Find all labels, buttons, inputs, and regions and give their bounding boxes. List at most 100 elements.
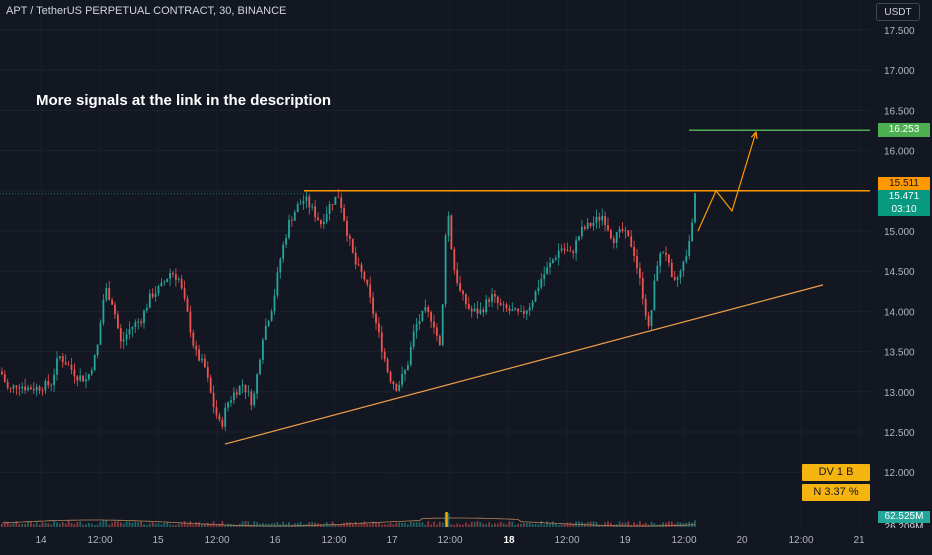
candle-body: [520, 310, 522, 312]
current-price-badge: 15.471: [878, 189, 930, 203]
candle-body: [117, 314, 119, 329]
volume-bar: [482, 523, 485, 527]
price-chart[interactable]: [0, 0, 870, 528]
volume-bar: [496, 523, 499, 527]
candle-body: [578, 236, 580, 241]
volume-bar: [122, 523, 125, 527]
candle-body: [157, 286, 160, 294]
volume-bar: [543, 524, 546, 527]
volume-bar: [59, 523, 61, 527]
volume-bar: [459, 524, 461, 527]
candle-body: [30, 387, 32, 390]
candle-body: [6, 382, 9, 388]
candle-body: [552, 259, 554, 263]
volume-bar: [592, 521, 595, 527]
volume-bar: [488, 522, 490, 527]
candle-body: [53, 374, 55, 385]
candle-body: [479, 309, 482, 314]
candle-body: [56, 358, 58, 375]
candle-body: [282, 244, 285, 260]
support-trendline[interactable]: [224, 284, 824, 445]
volume-bar: [166, 522, 169, 527]
volume-bar: [610, 522, 612, 527]
volume-bar: [627, 521, 630, 527]
volume-bar: [114, 521, 116, 527]
candle-body: [73, 369, 76, 377]
candle-body: [569, 250, 572, 252]
candle-body: [247, 391, 250, 393]
volume-bar: [27, 521, 29, 527]
volume-bar: [360, 523, 363, 527]
candle-body: [473, 308, 476, 312]
candle-body: [279, 259, 282, 273]
volume-bar: [186, 524, 189, 527]
volume-bar: [624, 522, 627, 527]
volume-spike: [445, 512, 448, 527]
volume-bar: [270, 523, 273, 527]
candle-body: [15, 385, 18, 388]
candle-body: [122, 339, 125, 342]
volume-bar: [534, 524, 537, 527]
time-axis[interactable]: 14 12:00 15 12:00 16 12:00 17 12:00 18 12:00 19 12:…: [0, 528, 932, 550]
candle-body: [424, 307, 427, 311]
candle-body: [128, 329, 131, 335]
volume-badge: 26.209M: [878, 523, 930, 528]
volume-bar: [549, 523, 551, 527]
candle-body: [264, 325, 267, 340]
candle-body: [189, 311, 192, 333]
candle-body: [285, 238, 287, 245]
annotation-text[interactable]: More signals at the link in the descript…: [36, 92, 332, 109]
time-tick-label: 12:00: [87, 535, 112, 546]
volume-bar: [163, 522, 166, 527]
volume-bar: [662, 522, 664, 527]
volume-bar: [314, 522, 316, 527]
volume-bar: [340, 524, 343, 527]
candle-body: [476, 308, 479, 314]
candle-body: [659, 253, 662, 266]
candle-body: [615, 232, 618, 244]
volume-bar: [189, 521, 192, 527]
candle-body: [633, 246, 635, 257]
candle-body: [372, 297, 374, 314]
volume-bar: [131, 522, 134, 527]
volume-bar: [6, 521, 9, 527]
candle-body: [505, 304, 508, 309]
candle-body: [12, 385, 15, 389]
candle-body: [105, 288, 108, 300]
grid-lines: [0, 29, 870, 473]
countdown-badge: 03:10: [878, 202, 930, 216]
candle-body: [525, 310, 528, 314]
volume-bar: [160, 524, 163, 527]
volume-bar: [676, 522, 679, 527]
candle-body: [209, 377, 212, 393]
candle-body: [546, 267, 548, 275]
candle-body: [589, 222, 592, 226]
candle-body: [595, 216, 598, 223]
candle-body: [230, 400, 232, 403]
price-tick-label: 14.500: [884, 267, 915, 278]
candle-body: [438, 335, 441, 345]
volume-bar: [56, 522, 58, 527]
candle-body: [180, 278, 183, 289]
currency-button[interactable]: USDT: [876, 3, 920, 21]
projection-path[interactable]: [697, 131, 757, 232]
candle-body: [668, 254, 670, 263]
candle-body: [186, 298, 189, 312]
price-axis[interactable]: 17.50017.00016.50016.00015.50015.00014.5…: [870, 0, 932, 528]
time-tick-label: 12:00: [204, 535, 229, 546]
candle-body: [494, 294, 496, 297]
volume-bar: [604, 522, 606, 527]
candle-body: [296, 203, 299, 213]
candle-body: [583, 226, 586, 229]
chart-area[interactable]: APT / TetherUS PERPETUAL CONTRACT, 30, B…: [0, 0, 870, 528]
volume-bar: [311, 521, 314, 527]
volume-bar: [140, 521, 142, 527]
volume-bar: [38, 524, 41, 527]
volume-bar: [12, 523, 15, 527]
candle-body: [90, 370, 93, 375]
candle-body: [114, 304, 116, 315]
time-tick-label: 12:00: [321, 535, 346, 546]
n-info-box: N 3.37 %: [802, 484, 870, 501]
volume-bar: [235, 524, 238, 527]
volume-bar: [485, 524, 488, 527]
